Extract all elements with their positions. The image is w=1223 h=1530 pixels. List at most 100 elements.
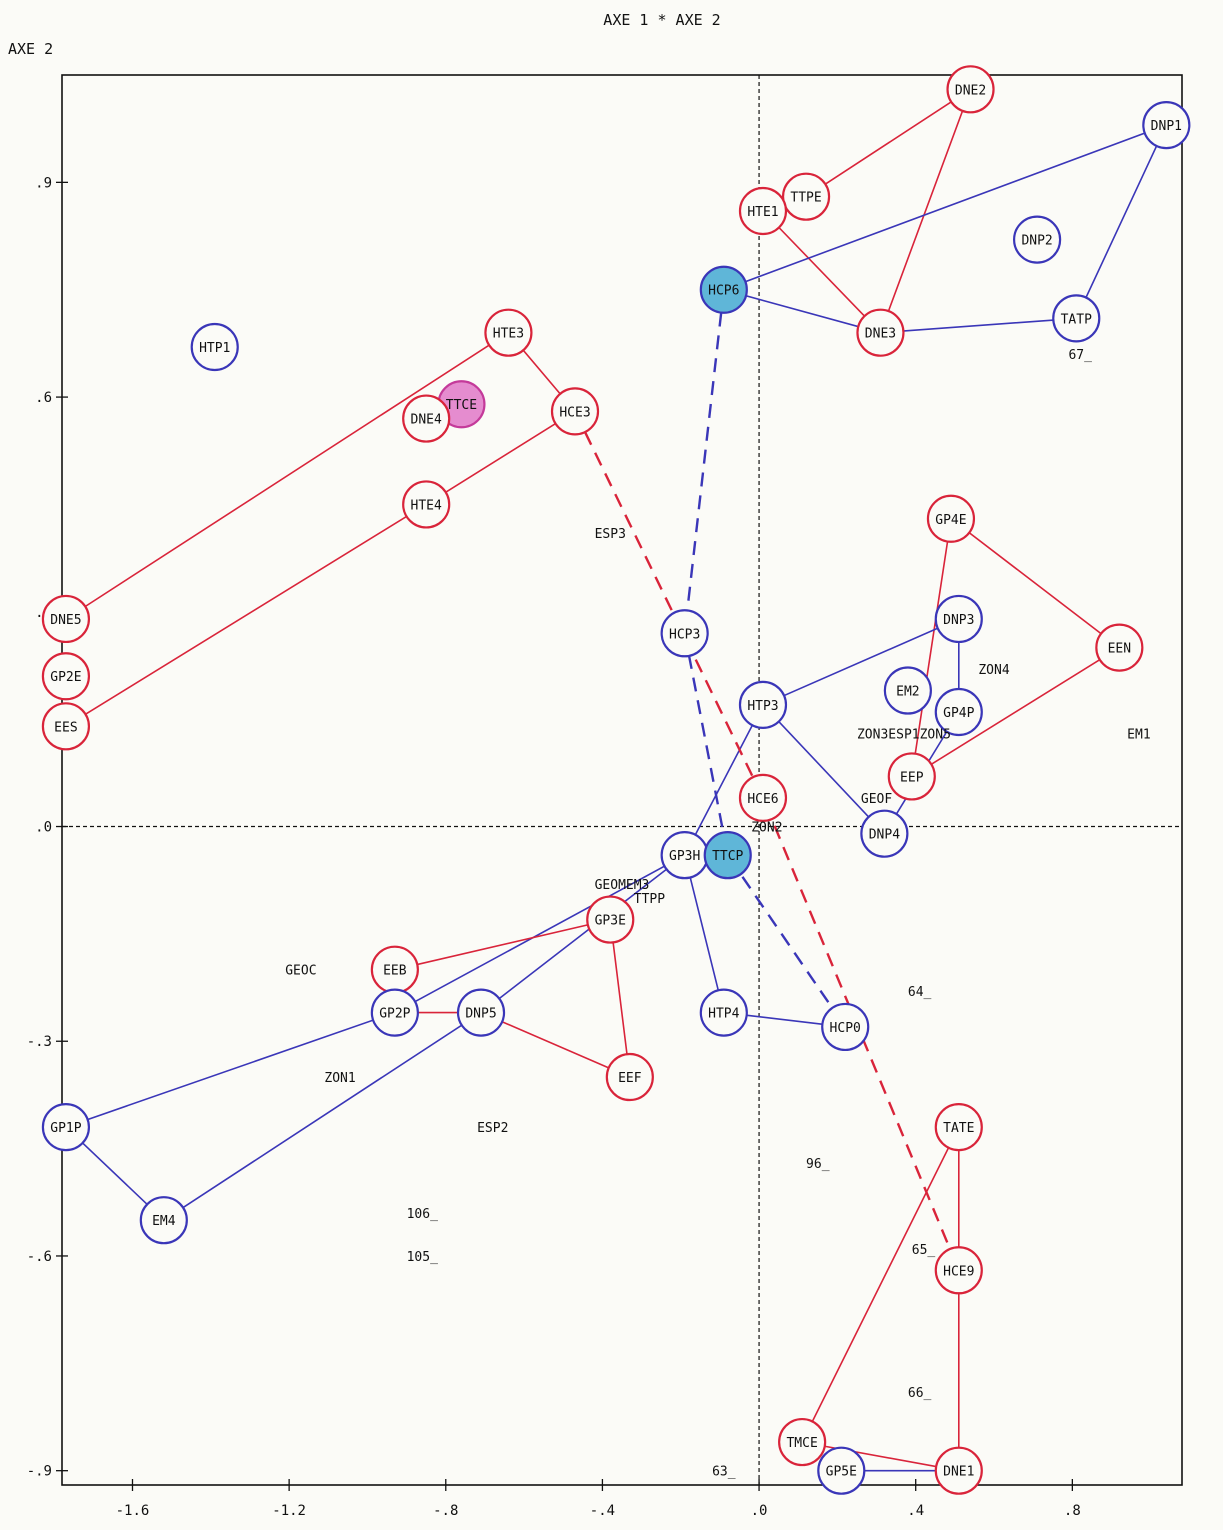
point-label: GP3H — [669, 849, 700, 864]
point-marker — [821, 1002, 870, 1052]
point-tatp: TATP — [1052, 294, 1101, 343]
point-gp2p: GP2P — [370, 988, 419, 1037]
point-marker — [934, 1103, 983, 1152]
point-marker — [1052, 294, 1101, 343]
point-zon1: ZON1 — [324, 1071, 355, 1086]
point-67: 67_ — [1068, 348, 1092, 363]
point-label: TATE — [943, 1121, 974, 1136]
point-96: 96_ — [806, 1157, 830, 1172]
point-marker — [934, 687, 983, 737]
point-marker — [699, 988, 748, 1037]
point-ttpp: TTPP — [634, 892, 665, 907]
point-gp4e: GP4E — [926, 494, 976, 543]
point-label: GP4P — [943, 706, 974, 721]
point-marker — [738, 680, 788, 729]
point-label: ESP2 — [477, 1121, 508, 1136]
point-marker — [1095, 623, 1144, 672]
point-105: 105_ — [407, 1250, 438, 1265]
point-eef: EEF — [605, 1052, 654, 1102]
point-marker — [887, 752, 936, 801]
point-gp2e: GP2E — [41, 652, 91, 701]
point-marker — [934, 1246, 983, 1295]
point-marker — [139, 1196, 188, 1245]
point-label: HCP3 — [669, 627, 700, 642]
point-dne5: DNE5 — [41, 594, 91, 644]
x-tick-label: .8 — [1064, 1503, 1081, 1519]
group-link-4 — [910, 518, 1121, 778]
point-label: TTCE — [446, 398, 477, 413]
point-label: EEB — [383, 964, 407, 979]
point-label: 63_ — [712, 1465, 736, 1480]
point-marker — [550, 387, 600, 436]
point-ttcp: TTCP — [703, 831, 752, 880]
point-marker — [778, 1417, 827, 1467]
point-label: DNP5 — [465, 1007, 496, 1022]
point-66: 66_ — [908, 1386, 932, 1401]
point-label: ZON3ESP1ZON5 — [857, 727, 951, 742]
point-marker — [41, 652, 91, 701]
point-tmce: TMCE — [778, 1417, 827, 1467]
x-tick-label: -.8 — [433, 1503, 458, 1519]
point-label: TATP — [1061, 312, 1092, 327]
point-63: 63_ — [712, 1465, 736, 1480]
group-link-6 — [683, 704, 846, 1028]
point-dnp2: DNP2 — [1013, 215, 1062, 264]
point-tate: TATE — [934, 1103, 983, 1152]
point-label: GEOMEM3 — [595, 878, 650, 893]
point-label: GP3E — [595, 914, 626, 929]
point-hcp3: HCP3 — [660, 609, 709, 658]
point-eeb: EEB — [370, 945, 419, 994]
point-gp1p: GP1P — [41, 1103, 91, 1152]
point-label: GP1P — [50, 1121, 81, 1136]
point-em4: EM4 — [139, 1196, 188, 1245]
point-label: HTE1 — [747, 205, 778, 220]
point-label: HTE3 — [493, 327, 524, 342]
point-gp5e: GP5E — [817, 1446, 866, 1495]
point-label: HCE6 — [747, 792, 778, 807]
point-hte3: HTE3 — [484, 308, 533, 357]
point-gp4p: GP4P — [934, 687, 983, 737]
point-64: 64_ — [908, 985, 932, 1000]
point-label: HCP0 — [830, 1021, 861, 1036]
point-hce9: HCE9 — [934, 1246, 983, 1295]
point-marker — [41, 1103, 91, 1152]
point-marker — [456, 988, 506, 1037]
point-htp3: HTP3 — [738, 680, 788, 729]
point-marker — [934, 594, 983, 644]
point-label: ESP3 — [595, 527, 626, 542]
y-tick-label: .6 — [35, 390, 52, 406]
point-marker — [41, 702, 91, 751]
point-label: GP5E — [826, 1465, 857, 1480]
point-label: HTP3 — [747, 699, 778, 714]
point-marker — [926, 494, 976, 543]
point-marker — [883, 666, 932, 715]
point-gp3h: GP3H — [660, 831, 709, 880]
point-zon4: ZON4 — [978, 663, 1009, 678]
point-65: 65_ — [912, 1243, 936, 1258]
point-marker — [402, 480, 451, 529]
point-hce6: HCE6 — [738, 773, 788, 822]
axes-layer: -1.6-1.2-.8-.4.0.4.8.9.6.3.0-.3-.6-.9 — [27, 75, 1182, 1519]
x-tick-label: .4 — [907, 1503, 924, 1519]
x-tick-label: -.4 — [590, 1503, 615, 1519]
point-dnp5: DNP5 — [456, 988, 506, 1037]
point-label: GP2P — [379, 1007, 410, 1022]
point-marker — [860, 809, 909, 858]
point-label: GEOC — [285, 964, 316, 979]
point-label: HTE4 — [411, 498, 442, 513]
group-link-3 — [65, 331, 576, 727]
point-label: HCE9 — [943, 1264, 974, 1279]
y-tick-label: -.9 — [27, 1464, 52, 1480]
point-hce3: HCE3 — [550, 387, 600, 436]
point-label: DNE4 — [411, 413, 442, 428]
group-links-layer — [65, 88, 1168, 1472]
point-label: 96_ — [806, 1157, 830, 1172]
point-marker — [934, 1446, 983, 1495]
plot-frame — [61, 74, 1183, 1486]
point-geomem3: GEOMEM3 — [595, 878, 650, 893]
point-marker — [484, 308, 533, 357]
x-tick-label: -1.2 — [272, 1503, 306, 1519]
point-label: EM4 — [152, 1214, 176, 1229]
point-esp3: ESP3 — [595, 527, 626, 542]
